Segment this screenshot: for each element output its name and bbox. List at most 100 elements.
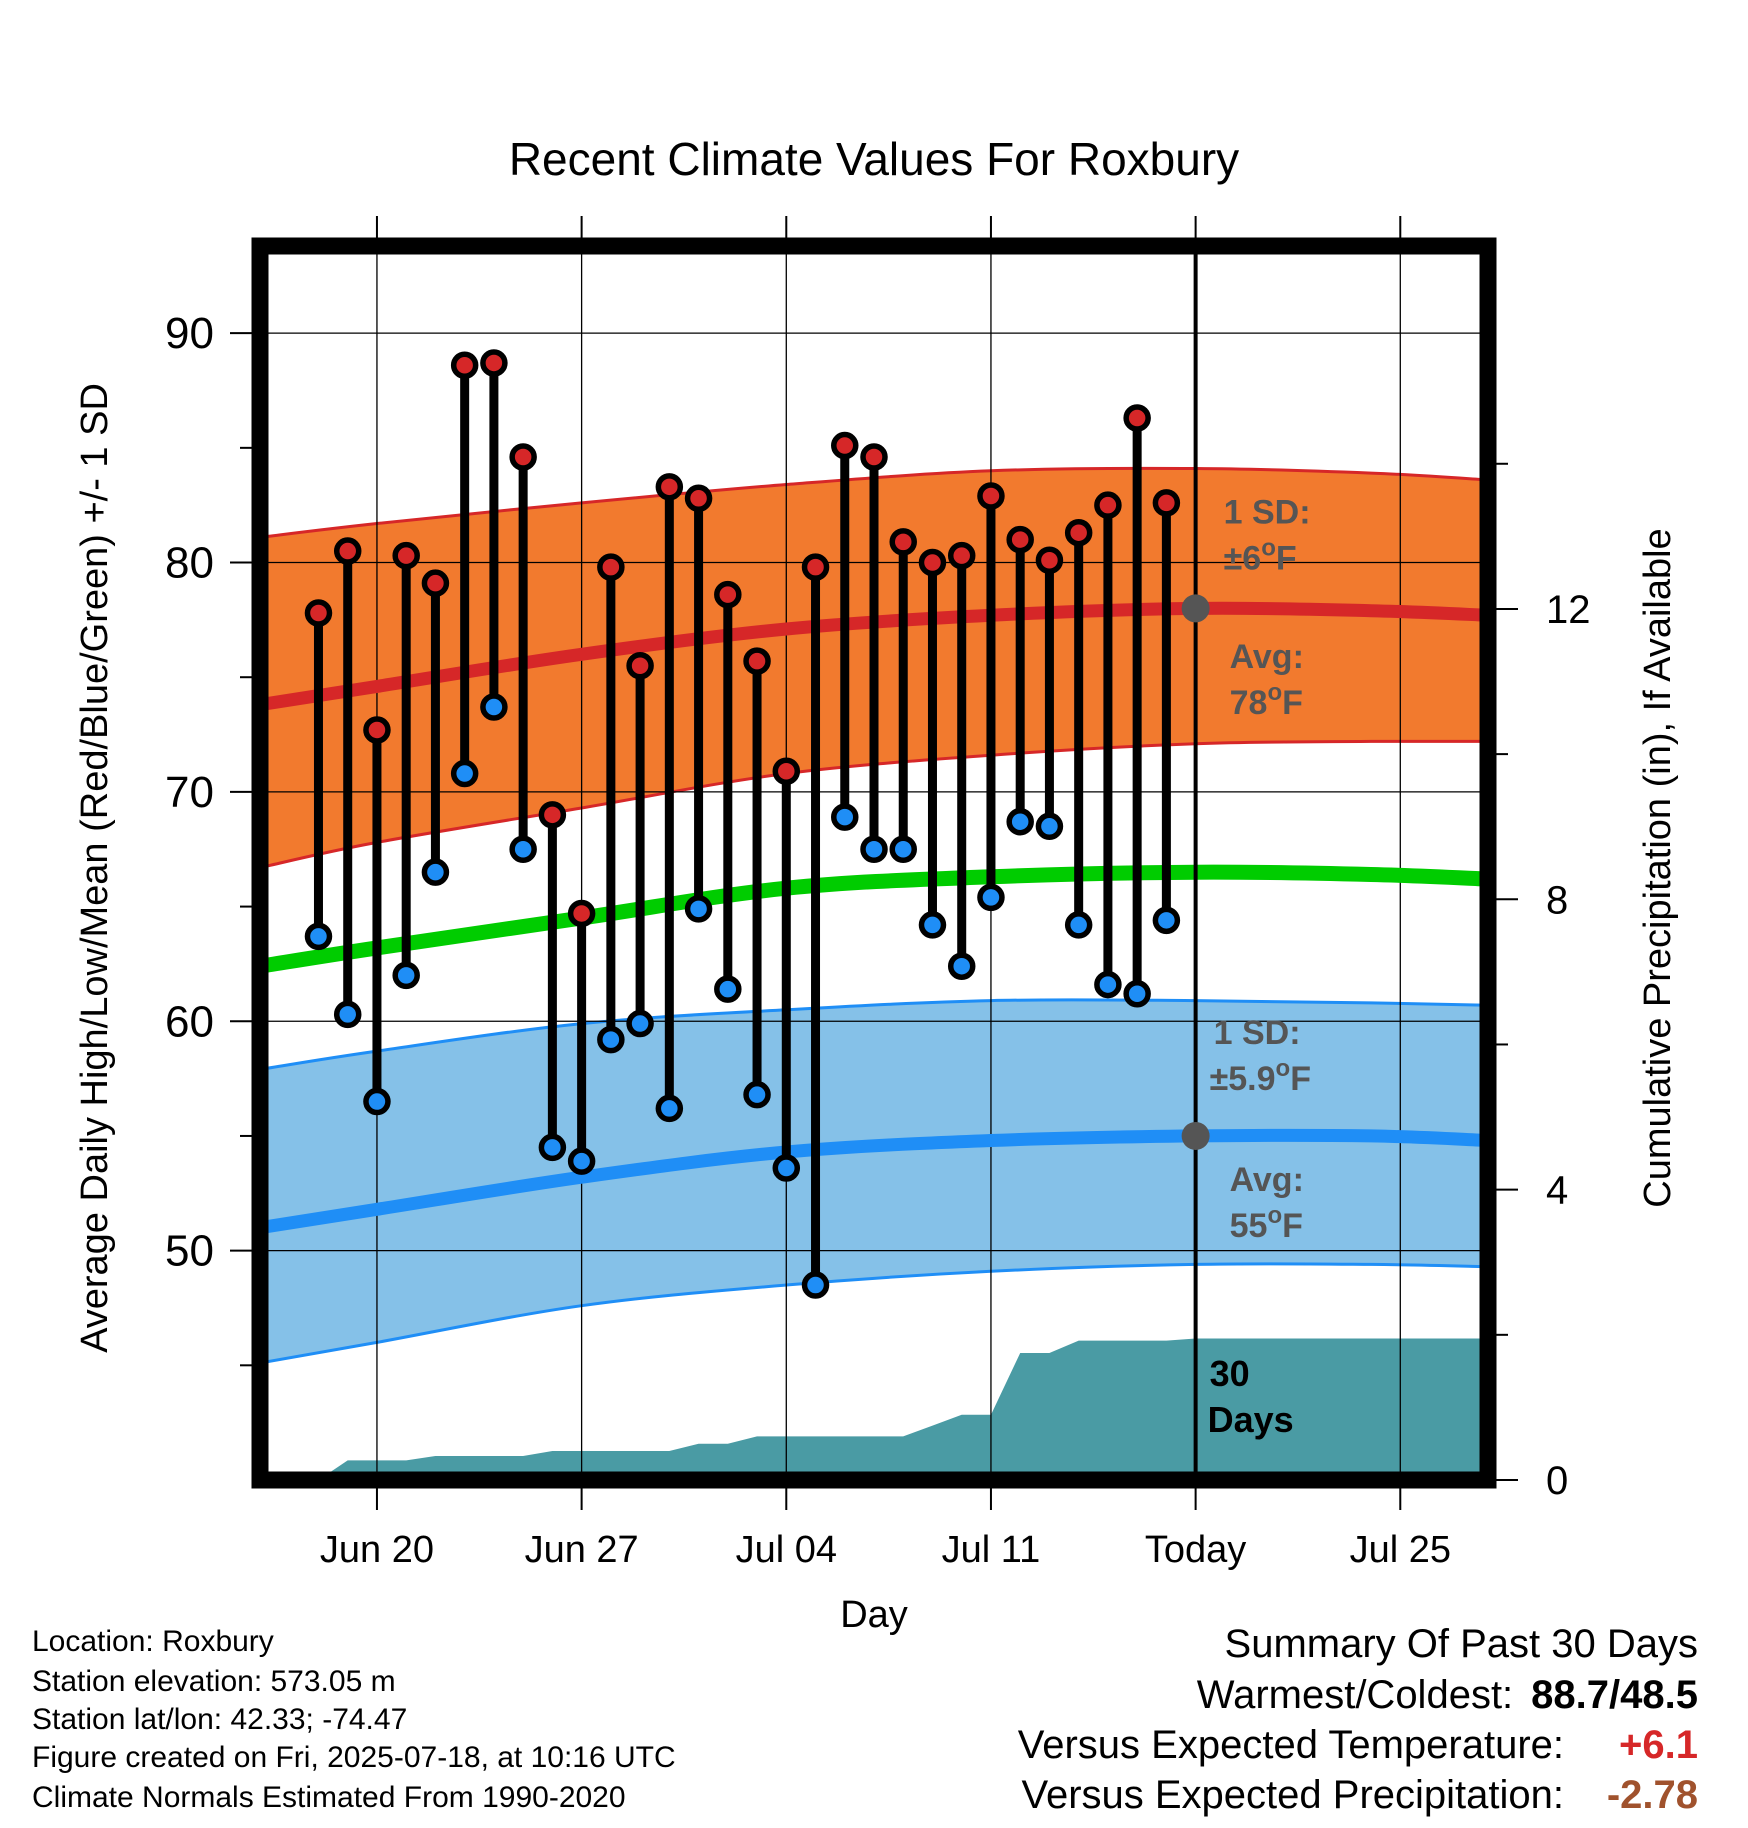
low-sd-band [260,998,1488,1365]
obs-high-point [597,553,625,581]
obs-high-point [1064,518,1093,547]
obs-low-point [860,835,888,863]
y-tick-label: 60 [165,997,214,1046]
obs-low-point [363,1087,391,1116]
y2-tick-label: 8 [1546,878,1568,922]
info-created: Figure created on Fri, 2025-07-18, at 10… [32,1741,676,1774]
y-tick-label: 90 [165,309,214,358]
obs-low-point [977,883,1005,912]
chart-title: Recent Climate Values For Roxbury [509,133,1239,185]
summary-temp-label: Versus Expected Temperature: [1017,1723,1564,1767]
obs-low-point [538,1133,567,1162]
obs-low-point [626,1009,654,1038]
high-sd-value: ±6oF [1224,534,1297,577]
obs-high-point [743,647,771,675]
obs-low-point [1064,911,1093,939]
obs-low-point [918,911,947,939]
obs-high-point [1152,489,1181,517]
low-avg-value: 55oF [1230,1202,1303,1245]
obs-high-point [333,537,362,565]
obs-low-point [304,922,333,951]
obs-high-point [1006,525,1034,554]
obs-high-point [421,569,450,597]
x-tick-label: Jun 20 [320,1529,434,1571]
y2-tick-label: 0 [1546,1459,1568,1503]
y-tick-label: 50 [165,1227,214,1276]
obs-high-point [772,757,801,786]
obs-low-point [567,1147,596,1175]
obs-low-point [831,803,859,831]
mean-normal-line [260,864,1488,974]
obs-low-point [1094,970,1122,999]
obs-low-point [597,1025,625,1054]
info-location: Location: Roxbury [32,1625,274,1658]
summary-warmest-label: Warmest/Coldest: [1196,1673,1514,1717]
obs-high-point [480,349,508,377]
y2-axis-label: Cumulative Precipitation (in), If Availa… [1637,528,1679,1207]
obs-low-point [1123,979,1151,1008]
x-tick-label: Jun 27 [525,1529,639,1571]
obs-low-point [684,895,713,923]
obs-low-point [450,759,479,788]
obs-low-point [772,1154,801,1182]
obs-low-point [801,1271,830,1299]
obs-high-point [363,716,391,744]
high-avg-value: 78oF [1230,679,1303,722]
obs-high-point [538,801,567,829]
summary-warmest-value: 88.7/48.5 [1531,1673,1698,1717]
x-tick-label: Today [1145,1529,1246,1571]
obs-high-point [947,541,976,570]
obs-low-point [480,693,508,721]
summary-temp-row: Versus Expected Temperature: +6.1 [1018,1723,1698,1768]
obs-low-point [421,858,450,886]
summary-temp-value: +6.1 [1619,1723,1698,1767]
obs-low-point [743,1080,771,1109]
info-normals: Climate Normals Estimated From 1990-2020 [32,1781,626,1814]
obs-high-point [1123,404,1151,432]
y2-tick-label: 4 [1546,1169,1568,1213]
obs-high-point [684,484,713,513]
low-avg-marker [1181,1121,1210,1150]
high-avg-label: Avg: [1230,638,1304,676]
obs-high-point [450,351,479,380]
obs-high-point [509,443,537,471]
precip-label-line2: Days [1208,1399,1294,1440]
x-tick-label: Jul 11 [942,1529,1041,1571]
obs-high-point [1035,546,1064,574]
obs-high-point [392,541,420,570]
low-sd-value: ±5.9oF [1210,1055,1311,1098]
plot-frame [251,237,1497,1489]
low-normal-line [260,1128,1488,1235]
y-tick-label: 80 [165,539,214,588]
obs-high-point [831,431,859,460]
obs-high-point [801,553,830,581]
info-elevation: Station elevation: 573.05 m [32,1665,396,1698]
obs-high-point [655,473,684,501]
obs-high-point [626,651,654,680]
y-tick-label: 70 [165,768,214,817]
precip-label-line1: 30 [1210,1353,1250,1394]
y2-tick-label: 12 [1546,588,1591,632]
obs-high-point [304,599,333,627]
info-latlon: Station lat/lon: 42.33; -74.47 [32,1703,408,1736]
obs-high-point [714,580,742,609]
obs-high-point [1094,491,1122,519]
summary-precip-value: -2.78 [1606,1773,1698,1817]
summary-precip-row: Versus Expected Precipitation: -2.78 [1021,1773,1698,1818]
y-axis-label: Average Daily High/Low/Mean (Red/Blue/Gr… [74,383,116,1353]
obs-high-point [918,548,947,577]
x-tick-label: Jul 04 [736,1529,837,1571]
high-sd-label: 1 SD: [1224,494,1311,532]
obs-low-point [392,961,420,990]
obs-high-point [977,482,1005,510]
obs-low-point [1152,906,1181,935]
obs-high-point [860,443,888,471]
obs-high-point [889,528,917,556]
obs-low-point [947,952,976,980]
obs-low-point [889,835,917,863]
obs-low-point [509,835,537,863]
obs-low-point [333,1000,362,1029]
obs-low-point [714,975,742,1003]
summary-warmest-row: Warmest/Coldest: 88.7/48.5 [1197,1673,1698,1718]
